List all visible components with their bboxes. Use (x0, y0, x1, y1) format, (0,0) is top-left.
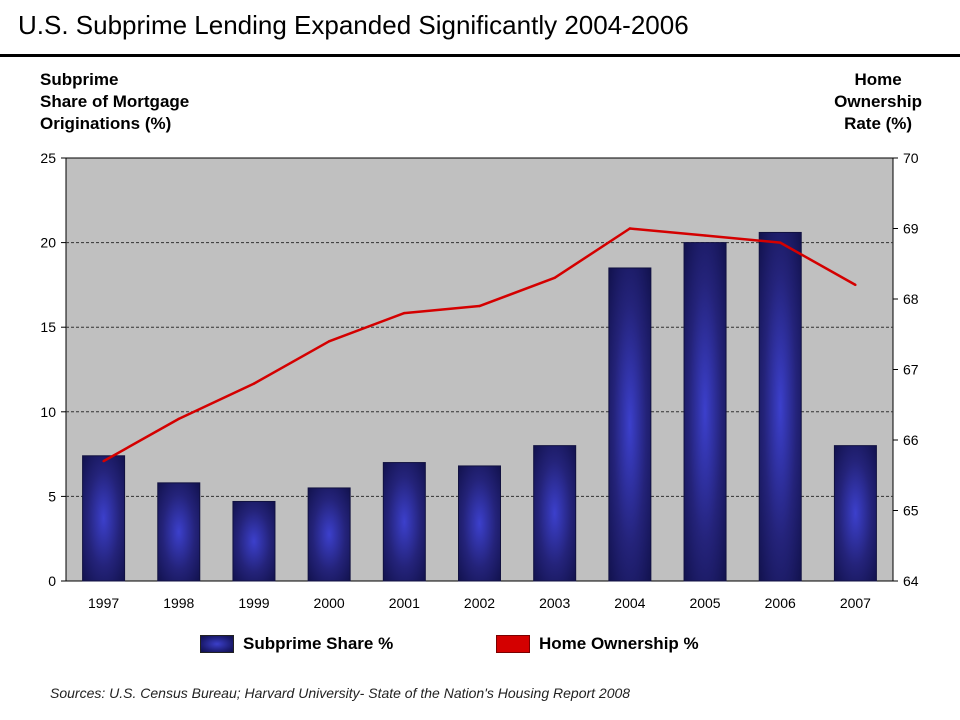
source-note: Sources: U.S. Census Bureau; Harvard Uni… (50, 685, 631, 701)
right-axis-tick-label: 66 (903, 432, 919, 448)
bar (382, 462, 426, 582)
bar (758, 231, 802, 582)
line-point (779, 241, 782, 244)
right-axis-tick-label: 70 (903, 150, 919, 166)
bar (833, 445, 877, 582)
left-axis-title-line-3: Originations (%) (40, 114, 172, 133)
bar (82, 455, 126, 582)
x-axis-tick-label: 1999 (238, 595, 269, 611)
bar (307, 487, 351, 582)
x-axis-tick-label: 2005 (689, 595, 720, 611)
right-axis-tick-label: 69 (903, 221, 919, 237)
line-point (854, 283, 857, 287)
line-point (177, 417, 180, 421)
line-point (628, 227, 632, 230)
line-point (703, 234, 707, 237)
x-axis-tick-label: 2001 (389, 595, 420, 611)
left-axis-tick-label: 15 (40, 319, 56, 335)
bar (683, 242, 727, 582)
right-axis-tick-label: 68 (903, 291, 919, 307)
left-axis-title: Subprime Share of Mortgage Originations … (40, 69, 189, 135)
line-point (327, 340, 331, 343)
bar (157, 482, 201, 582)
bar (458, 465, 501, 582)
legend-item-home-ownership: Home Ownership % (496, 634, 699, 654)
left-axis-title-line-1: Subprime (40, 70, 119, 89)
bar (608, 267, 652, 582)
left-axis-tick-label: 10 (40, 404, 56, 420)
bar (232, 500, 276, 582)
left-axis-tick-label: 0 (48, 573, 56, 589)
x-axis-tick-label: 1997 (88, 595, 119, 611)
line-point (553, 276, 556, 280)
line-point (252, 382, 256, 385)
x-axis-tick-label: 2007 (840, 595, 871, 611)
x-axis-tick-label: 2006 (765, 595, 796, 611)
right-axis-title: Home Ownership Rate (%) (834, 69, 922, 135)
x-axis-tick-label: 2002 (464, 595, 495, 611)
line-point (478, 304, 481, 308)
left-axis-tick-label: 5 (48, 488, 56, 504)
chart-title: U.S. Subprime Lending Expanded Significa… (18, 10, 689, 40)
legend-swatch-bar (200, 635, 234, 653)
right-axis-tick-label: 64 (903, 573, 919, 589)
legend-item-subprime: Subprime Share % (200, 634, 393, 654)
right-axis-title-line-1: Home (854, 70, 902, 89)
right-axis-tick-label: 65 (903, 503, 919, 519)
x-axis-tick-label: 2003 (539, 595, 570, 611)
legend-label-home-ownership: Home Ownership % (539, 634, 699, 653)
right-axis-title-line-2: Ownership (834, 92, 922, 111)
right-axis-title-line-3: Rate (%) (844, 114, 913, 133)
x-axis-tick-label: 1998 (163, 595, 194, 611)
legend-label-subprime: Subprime Share % (243, 634, 394, 653)
x-axis-tick-label: 2004 (614, 595, 645, 611)
right-axis-tick-label: 67 (903, 362, 919, 378)
line-point (403, 311, 406, 315)
left-axis-tick-label: 20 (40, 235, 56, 251)
x-axis-tick-label: 2000 (314, 595, 345, 611)
line-point (102, 459, 105, 463)
bar (533, 445, 577, 582)
legend: Subprime Share % Home Ownership % (0, 634, 960, 660)
legend-swatch-line (496, 635, 530, 653)
left-axis-tick-label: 25 (40, 150, 56, 166)
left-axis-title-line-2: Share of Mortgage (40, 92, 190, 111)
title-underline (0, 54, 960, 57)
